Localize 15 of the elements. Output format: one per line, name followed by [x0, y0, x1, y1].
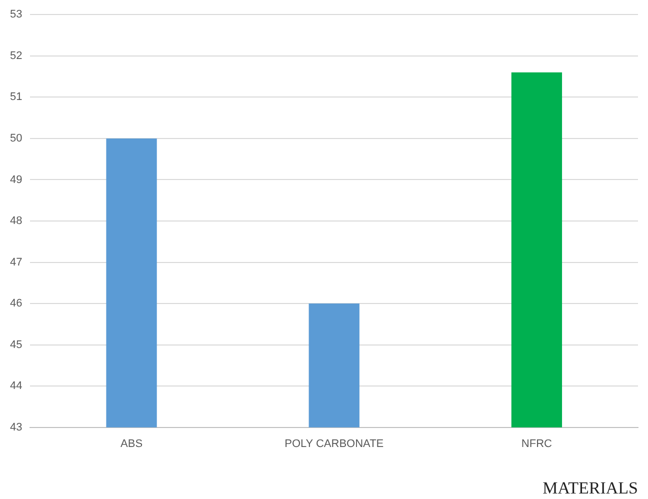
- y-tick-label: 43: [10, 421, 22, 434]
- y-tick-label: 53: [10, 8, 22, 21]
- x-axis-title: MATERIALS: [542, 478, 638, 498]
- x-tick-label: ABS: [120, 438, 143, 450]
- y-tick-label: 44: [10, 380, 22, 392]
- y-tick-label: 46: [10, 298, 22, 310]
- y-tick-label: 47: [10, 256, 22, 268]
- x-tick-label: NFRC: [521, 438, 552, 450]
- y-tick-label: 48: [10, 215, 22, 228]
- y-tick-label: 51: [10, 91, 22, 104]
- x-tick-label: POLY CARBONATE: [284, 438, 384, 450]
- y-tick-label: 45: [10, 338, 22, 351]
- y-tick-label: 50: [10, 132, 22, 144]
- y-tick-label: 49: [10, 174, 22, 186]
- y-tick-label: 52: [10, 50, 22, 62]
